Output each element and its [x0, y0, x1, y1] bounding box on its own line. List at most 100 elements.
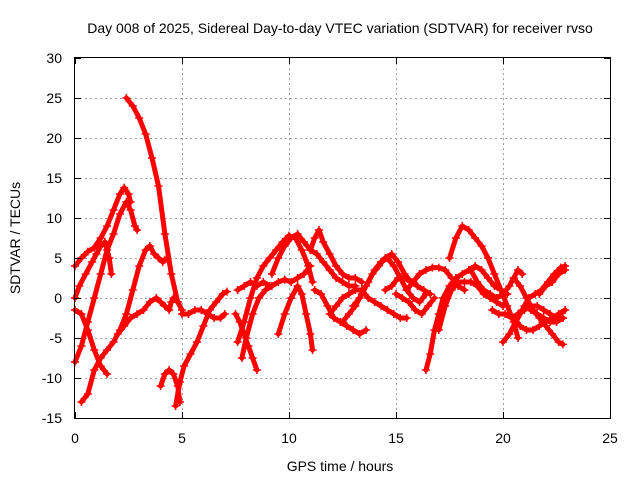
data-point: [308, 278, 317, 286]
data-point: [355, 294, 364, 302]
data-point: [516, 322, 525, 330]
data-point: [197, 306, 206, 314]
data-point: [293, 230, 302, 238]
series-arc-12: [237, 262, 315, 362]
data-point: [237, 354, 246, 362]
data-point: [554, 338, 563, 346]
data-point: [518, 270, 527, 278]
data-point: [252, 366, 261, 374]
data-point: [387, 250, 396, 258]
data-point: [199, 322, 208, 330]
data-point: [319, 258, 328, 266]
data-point: [120, 183, 129, 192]
data-point: [548, 330, 557, 338]
y-tick-label: -10: [42, 370, 62, 386]
data-point: [167, 270, 176, 278]
axes: 0 5 10 15 20 25 -15 -10 -5 0 5 10 15 20 25 30: [42, 50, 618, 446]
data-point: [83, 390, 92, 398]
data-point: [368, 270, 377, 278]
data-point: [381, 286, 390, 294]
y-tick-label: 25: [46, 90, 62, 106]
data-point: [148, 154, 157, 162]
series-line: [78, 243, 168, 405]
data-point: [526, 306, 535, 314]
data-point: [421, 366, 430, 374]
data-point: [122, 94, 131, 102]
x-tick-label: 25: [602, 430, 618, 446]
data-point: [248, 354, 257, 362]
data-point: [434, 326, 443, 334]
data-point: [240, 282, 249, 290]
data-point: [115, 190, 124, 198]
data-point: [92, 250, 101, 258]
data-point: [304, 262, 313, 270]
series-arc-7: [122, 94, 186, 314]
data-point: [409, 294, 418, 302]
data-point: [381, 254, 390, 262]
data-point: [107, 270, 116, 278]
data-point: [259, 278, 268, 286]
series-arc-22: [381, 274, 435, 298]
y-tick-label: 15: [46, 170, 62, 186]
data-point: [310, 286, 319, 294]
data-point: [370, 298, 379, 306]
data-point: [554, 310, 563, 318]
data-point: [484, 274, 493, 282]
y-tick-label: 30: [46, 50, 62, 66]
data-point: [464, 226, 473, 234]
data-point: [122, 310, 131, 318]
data-point: [274, 330, 283, 338]
series-line: [468, 267, 525, 301]
data-point: [325, 310, 334, 318]
data-point: [325, 250, 334, 258]
data-point: [171, 402, 180, 410]
data-point: [513, 266, 522, 274]
data-point: [265, 254, 274, 262]
series-arc-34: [509, 306, 570, 334]
data-point: [503, 302, 512, 310]
data-point: [351, 274, 360, 282]
data-point: [558, 340, 567, 349]
data-point: [259, 262, 268, 270]
data-point: [477, 266, 486, 274]
data-point: [338, 294, 347, 302]
data-point: [103, 346, 112, 354]
data-point: [184, 310, 193, 318]
series-line: [447, 223, 521, 341]
data-point: [145, 298, 154, 306]
series-arc-3: [71, 306, 112, 378]
data-point: [484, 254, 493, 262]
data-point: [509, 274, 518, 282]
data-point: [332, 274, 341, 282]
data-point: [180, 362, 189, 370]
data-point: [165, 366, 174, 374]
series-arc-23: [392, 290, 439, 318]
data-point: [165, 306, 174, 314]
data-point: [231, 310, 240, 318]
data-point: [135, 262, 144, 270]
data-point: [252, 274, 261, 282]
data-point: [216, 314, 225, 322]
data-point: [75, 282, 84, 290]
data-point: [479, 286, 488, 294]
data-point: [139, 306, 148, 314]
data-point: [272, 246, 281, 254]
x-tick-label: 0: [71, 430, 79, 446]
data-point: [499, 290, 507, 298]
series-arc-9: [171, 287, 231, 410]
data-point: [338, 318, 347, 326]
data-point: [299, 270, 308, 278]
data-point: [293, 274, 302, 282]
data-point: [344, 310, 353, 318]
data-point: [77, 398, 86, 406]
data-point: [126, 206, 135, 214]
data-point: [109, 230, 118, 238]
data-point: [240, 318, 249, 326]
data-point: [389, 262, 398, 270]
data-point: [175, 378, 184, 386]
data-point: [411, 306, 420, 314]
data-point: [520, 302, 529, 310]
data-point: [280, 242, 289, 250]
data-point: [441, 266, 450, 274]
data-point: [533, 302, 542, 310]
